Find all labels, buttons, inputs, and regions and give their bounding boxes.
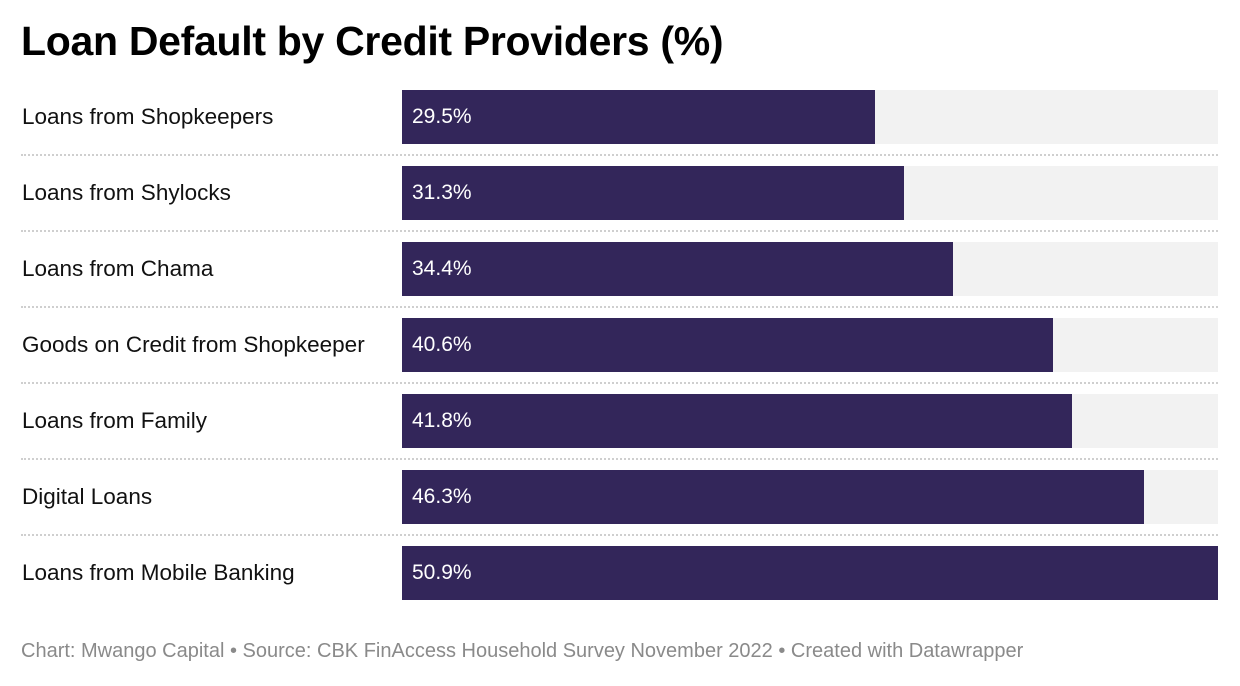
bar: [402, 546, 1218, 600]
category-label: Loans from Shopkeepers: [22, 104, 274, 129]
chart-footer: Chart: Mwango Capital • Source: CBK FinA…: [21, 640, 1024, 662]
bar-row: Goods on Credit from Shopkeeper 40.6%: [21, 318, 1218, 384]
bar-rows: Loans from Shopkeepers 29.5% Loans from Sh…: [21, 90, 1218, 600]
bar: [402, 470, 1144, 524]
row-divider: [21, 230, 1218, 232]
bar: [402, 242, 953, 296]
row-divider: [21, 534, 1218, 536]
category-label: Loans from Mobile Banking: [22, 560, 295, 585]
value-label: 31.3%: [412, 181, 472, 204]
value-label: 50.9%: [412, 561, 472, 584]
category-label: Loans from Chama: [22, 256, 214, 281]
row-divider: [21, 458, 1218, 460]
row-divider: [21, 154, 1218, 156]
row-divider: [21, 306, 1218, 308]
chart-title: Loan Default by Credit Providers (%): [21, 18, 724, 64]
category-label: Loans from Family: [22, 408, 208, 433]
value-label: 34.4%: [412, 257, 472, 280]
bar: [402, 394, 1072, 448]
value-label: 41.8%: [412, 409, 472, 432]
bar-track: 31.3%: [402, 166, 1218, 220]
value-label: 29.5%: [412, 105, 472, 128]
bar: [402, 318, 1053, 372]
row-divider: [21, 382, 1218, 384]
bar-track: 46.3%: [402, 470, 1218, 524]
bar: [402, 90, 875, 144]
bar-row: Loans from Shylocks 31.3%: [21, 166, 1218, 232]
bar-row: Loans from Mobile Banking 50.9%: [21, 546, 1218, 600]
category-label: Digital Loans: [22, 484, 153, 509]
value-label: 46.3%: [412, 485, 472, 508]
bar-track: 40.6%: [402, 318, 1218, 372]
bar-track: 50.9%: [402, 546, 1218, 600]
bar-track: 29.5%: [402, 90, 1218, 144]
category-label: Loans from Shylocks: [22, 180, 231, 205]
bar-row: Digital Loans 46.3%: [21, 470, 1218, 536]
category-label: Goods on Credit from Shopkeeper: [22, 332, 365, 357]
value-label: 40.6%: [412, 333, 472, 356]
bar-track: 34.4%: [402, 242, 1218, 296]
bar-track: 41.8%: [402, 394, 1218, 448]
bar-row: Loans from Chama 34.4%: [21, 242, 1218, 308]
bar-row: Loans from Family 41.8%: [21, 394, 1218, 460]
bar: [402, 166, 904, 220]
bar-row: Loans from Shopkeepers 29.5%: [21, 90, 1218, 156]
